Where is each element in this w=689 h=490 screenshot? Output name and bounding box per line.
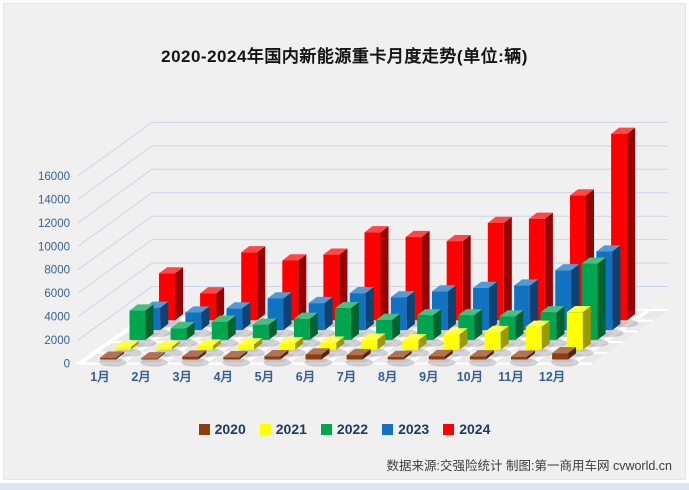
bar-2021-4月 <box>238 338 263 350</box>
y-axis-tick-label: 12000 <box>38 218 70 230</box>
bar-shadow <box>551 358 580 367</box>
legend-label: 2024 <box>459 421 491 437</box>
bar-shadow <box>181 358 210 367</box>
bar-shadow <box>468 358 497 367</box>
bar-2021-6月 <box>320 336 345 350</box>
x-axis-month-label: 12月 <box>539 370 565 384</box>
gridline-side <box>77 262 153 318</box>
bar-2022-12月 <box>581 257 606 340</box>
legend-swatch-2022 <box>320 423 332 435</box>
bar-shadow <box>427 358 456 367</box>
legend-entry-2021: 2021 <box>259 421 307 437</box>
y-axis-tick-label: 2000 <box>44 335 70 347</box>
y-axis-tick-label: 14000 <box>38 194 70 206</box>
bottom-strip <box>0 483 689 490</box>
gridline-side <box>77 215 153 271</box>
bar-2021-10月 <box>484 325 509 350</box>
bar-2020-4月 <box>223 350 248 360</box>
x-axis-month-label: 8月 <box>378 370 397 384</box>
legend: 2020 2021 2022 2023 2024 <box>0 421 689 437</box>
gridline-side <box>77 168 153 224</box>
bar-shadow <box>386 358 415 367</box>
bar-2020-9月 <box>428 349 453 360</box>
bar-shadow <box>510 358 538 367</box>
bar-2021-7月 <box>361 333 386 350</box>
bar-2022-6月 <box>335 302 359 340</box>
gridline-side <box>77 239 153 294</box>
y-axis-tick-label: 16000 <box>38 171 70 183</box>
legend-entry-2023: 2023 <box>382 421 429 437</box>
bar-2021-9月 <box>443 328 468 350</box>
bar-2022-2月 <box>170 321 195 340</box>
x-axis-month-label: 7月 <box>337 370 356 384</box>
x-axis-month-label: 2月 <box>131 370 150 384</box>
bar-2022-1月 <box>129 304 154 340</box>
bar-2022-3月 <box>211 315 236 340</box>
legend-entry-2022: 2022 <box>320 421 369 437</box>
x-axis-month-label: 5月 <box>255 370 274 384</box>
bar-2020-3月 <box>182 350 207 360</box>
legend-swatch-2021 <box>259 423 271 435</box>
legend-entry-2024: 2024 <box>443 421 490 437</box>
legend-entry-2020: 2020 <box>198 421 246 437</box>
bar-shadow <box>140 358 169 367</box>
bar-2021-3月 <box>196 339 221 350</box>
floor-grid-line <box>119 308 198 366</box>
x-axis-month-label: 1月 <box>90 370 109 384</box>
bar-2020-8月 <box>387 350 412 360</box>
bar-2023-4月 <box>267 292 292 331</box>
legend-label: 2022 <box>336 421 369 437</box>
bar-2022-5月 <box>293 312 318 340</box>
bar-shadow <box>99 358 127 367</box>
bar-2022-4月 <box>252 318 277 340</box>
bar-2021-12月 <box>566 305 591 350</box>
bar-2021-2月 <box>155 340 180 350</box>
bar-2021-1月 <box>114 340 139 350</box>
floor-grid-line <box>571 308 650 366</box>
bar-2020-12月 <box>552 346 577 360</box>
bar-2024-6月 <box>364 226 389 321</box>
legend-swatch-2023 <box>382 423 394 435</box>
bar-2020-10月 <box>469 350 494 360</box>
bar-shadow <box>222 358 251 367</box>
bar-2020-11月 <box>511 350 535 360</box>
bar-shadow <box>345 358 374 367</box>
bar-2022-8月 <box>417 309 442 340</box>
bar-shadow <box>304 358 333 367</box>
bar-2024-1月 <box>159 267 183 321</box>
legend-swatch-2024 <box>443 423 455 435</box>
gridline-side <box>77 145 153 200</box>
bar-shadow <box>263 358 292 367</box>
y-axis-tick-label: 0 <box>64 359 70 371</box>
gridline-side <box>77 192 153 247</box>
bar-2021-8月 <box>402 334 427 350</box>
bar-2021-11月 <box>525 320 550 350</box>
x-axis-month-label: 9月 <box>419 370 438 384</box>
data-source-note: 数据来源:交强险统计 制图:第一商用车网 cvworld.cn <box>386 459 672 473</box>
x-axis-month-label: 6月 <box>296 370 315 384</box>
bar-2020-1月 <box>100 351 124 360</box>
legend-label: 2023 <box>398 421 430 437</box>
bar-2020-7月 <box>346 348 371 360</box>
bar-2020-5月 <box>264 350 289 360</box>
bar-2021-5月 <box>279 337 304 350</box>
x-axis-month-label: 4月 <box>214 370 233 384</box>
gridline-side <box>77 286 153 341</box>
x-axis-month-label: 3月 <box>172 370 191 384</box>
y-axis-tick-label: 10000 <box>38 241 70 253</box>
x-axis-month-label: 10月 <box>457 370 483 384</box>
x-axis-month-label: 11月 <box>498 370 524 384</box>
legend-label: 2020 <box>214 421 246 437</box>
bar-2020-2月 <box>141 352 166 360</box>
bar-2020-6月 <box>305 348 330 360</box>
legend-label: 2021 <box>275 421 307 437</box>
y-axis-tick-label: 6000 <box>44 288 70 300</box>
legend-swatch-2020 <box>198 423 210 435</box>
chart-title: 2020-2024年国内新能源重卡月度走势(单位:辆) <box>161 47 528 66</box>
y-axis-tick-label: 4000 <box>44 312 70 324</box>
gridline-side <box>77 121 153 177</box>
y-axis-tick-label: 8000 <box>44 265 70 277</box>
